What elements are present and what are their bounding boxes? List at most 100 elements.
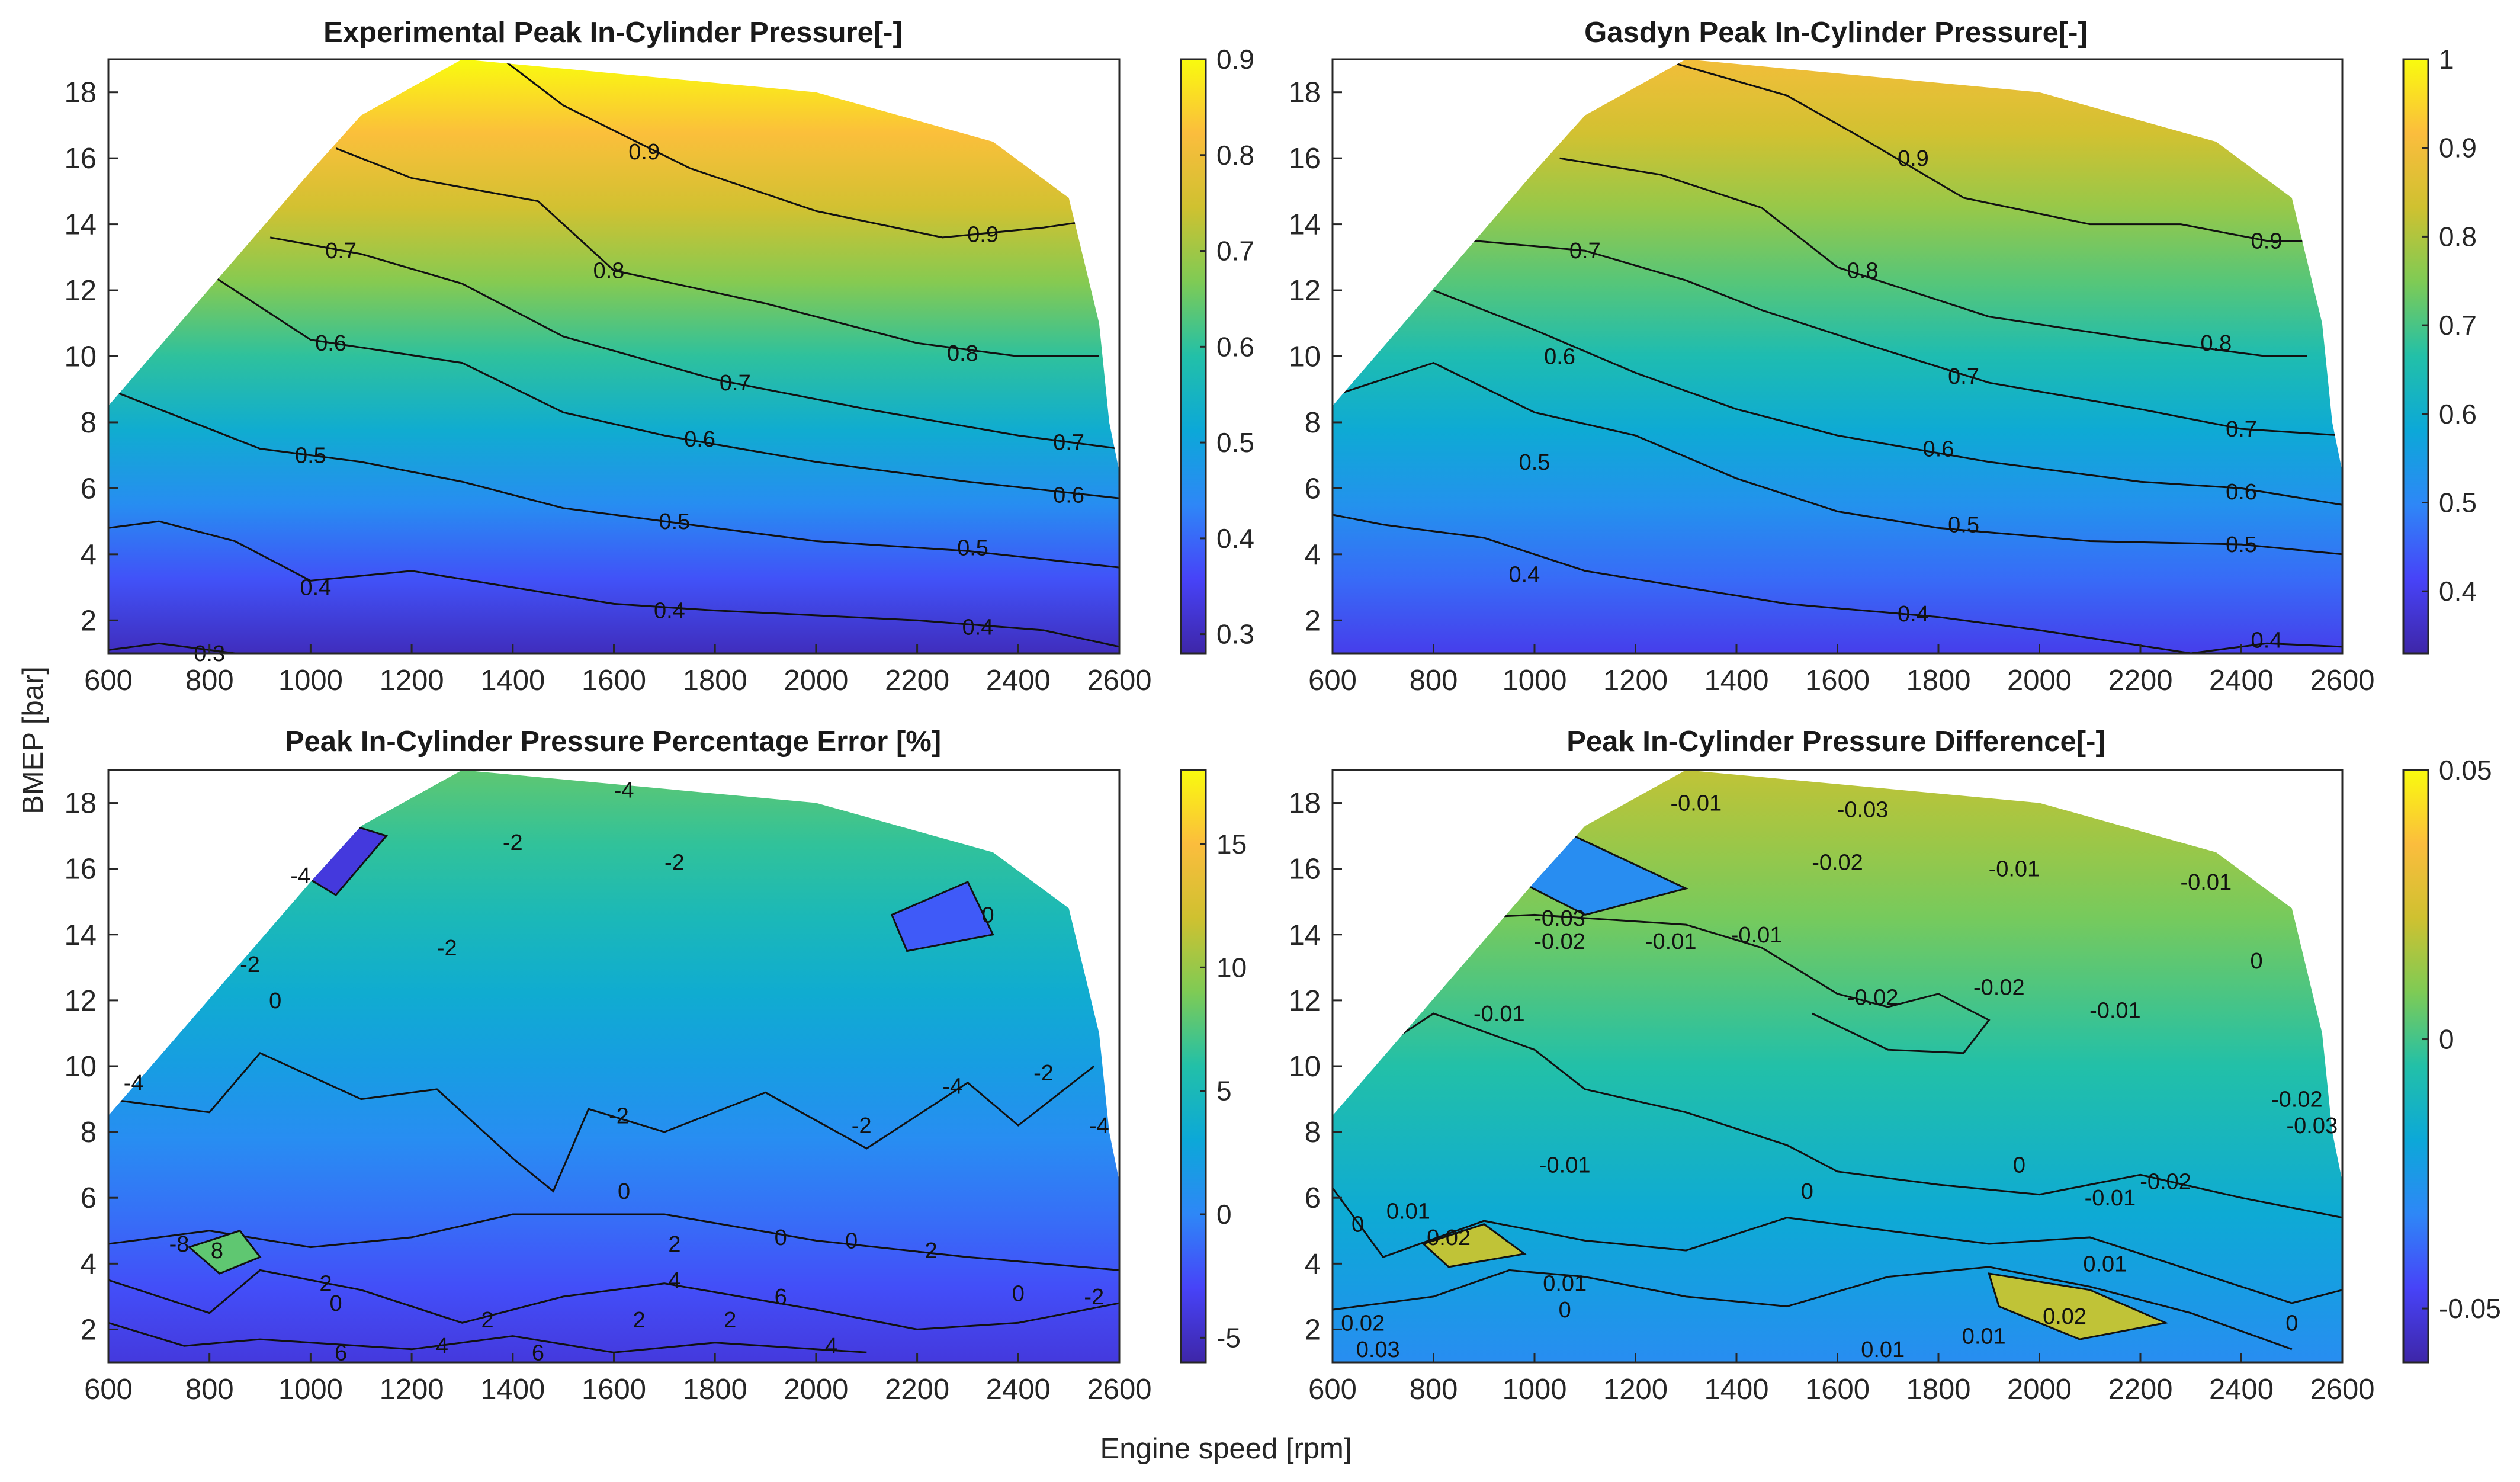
- contour-label: 0.6: [1923, 437, 1954, 462]
- contour-label: -0.02: [2140, 1169, 2191, 1194]
- contour-label: 0: [1559, 1298, 1571, 1323]
- contour-label: 0.02: [1427, 1226, 1471, 1250]
- y-tick-label: 4: [1305, 1248, 1321, 1280]
- y-tick-label: 2: [1305, 605, 1321, 637]
- colorbar-tick-label: 0.5: [1216, 427, 1254, 458]
- contour-label: 0.01: [1386, 1199, 1430, 1224]
- contour-line: [108, 1051, 1095, 1193]
- contour-line: [108, 1321, 867, 1353]
- contour-label: 6: [335, 1340, 347, 1365]
- colorbar: -0.05 0 0.05: [2402, 755, 2501, 1364]
- contour-plot: -0.01 -0.01 -0.01 -0.01 -0.01 -0.01 -0.01 -0.01…: [1331, 769, 2344, 1364]
- contour-label: -2: [609, 1104, 629, 1128]
- x-tick-label: 1000: [278, 1374, 343, 1406]
- contour-label: 0.6: [1544, 345, 1575, 370]
- contour-label: 2: [633, 1308, 646, 1333]
- y-tick-labels: 2 4 6 8 10 12 14 16 18: [64, 77, 118, 637]
- x-tick-label: 1200: [1603, 1374, 1668, 1406]
- contour-label: 0.9: [2251, 229, 2283, 254]
- contour-label: 2: [668, 1232, 680, 1257]
- x-tick-label: 1400: [1704, 1374, 1768, 1406]
- contour-line: [187, 1230, 262, 1275]
- contour-fill: [108, 59, 1119, 653]
- x-tick-label: 1000: [1502, 665, 1566, 697]
- y-tick-label: 12: [1288, 275, 1321, 307]
- x-tick-label: 1400: [1704, 665, 1768, 697]
- y-tick-label: 10: [1288, 1051, 1321, 1083]
- y-tick-label: 6: [81, 1182, 97, 1214]
- colorbar-gradient: [1180, 58, 1207, 655]
- contour-label: 0.7: [1053, 430, 1084, 455]
- x-tick-label: 2600: [2310, 665, 2374, 697]
- shared-xlabel: Engine speed [rpm]: [1100, 1433, 1352, 1465]
- contour-label: -0.03: [1837, 798, 1889, 823]
- contour-label: 0: [330, 1291, 342, 1316]
- x-tick-label: 1800: [1906, 1374, 1970, 1406]
- x-tick-label: 2600: [2310, 1374, 2374, 1406]
- colorbar-tick-label: 0.8: [1216, 140, 1254, 171]
- colorbar-tick-label: 5: [1216, 1076, 1232, 1106]
- contour-label: -0.01: [1539, 1153, 1591, 1178]
- colorbar-tick-label: 0.6: [1216, 331, 1254, 362]
- contour-label: 0.01: [1962, 1324, 2006, 1349]
- y-tick-label: 2: [81, 605, 97, 637]
- contour-label: -0.01: [2085, 1186, 2136, 1211]
- contour-line: [1421, 1223, 1527, 1268]
- contour-line: [269, 236, 1119, 450]
- colorbar-tick-label: 0: [2439, 1024, 2454, 1055]
- colorbar: 0.4 0.5 0.6 0.7 0.8 0.9 1: [2402, 44, 2477, 655]
- contour-line: [108, 520, 1119, 648]
- contour-label: 0.7: [1569, 239, 1601, 264]
- panel-experimental: Experimental Peak In-Cylinder Pressure[-…: [64, 17, 1254, 697]
- y-tick-labels: 2 4 6 8 10 12 14 16 18: [1288, 77, 1342, 637]
- x-tick-label: 2000: [784, 665, 848, 697]
- contour-label: -2: [503, 830, 523, 855]
- x-tick-label: 1400: [480, 1374, 545, 1406]
- x-tick-label: 1000: [1502, 1374, 1566, 1406]
- contour-label: -4: [942, 1074, 962, 1099]
- x-tick-label: 1600: [582, 1374, 646, 1406]
- contour-label: 0.01: [2083, 1252, 2127, 1276]
- contour-label: 0.01: [1861, 1337, 1905, 1362]
- x-tick-label: 600: [84, 1374, 133, 1406]
- y-tick-label: 16: [1288, 854, 1321, 886]
- x-tick-label: 1200: [1603, 665, 1668, 697]
- colorbar-tick-label: 0.9: [2439, 133, 2477, 163]
- contour-label: 0.5: [659, 509, 690, 534]
- y-tick-label: 4: [81, 539, 97, 571]
- colorbar-tick-label: 0.05: [2439, 755, 2492, 785]
- x-tick-label: 2400: [986, 1374, 1051, 1406]
- x-tick-label: 600: [84, 665, 133, 697]
- contour-label: 0.7: [1948, 364, 1979, 389]
- contour-label: -0.02: [1847, 985, 1899, 1010]
- x-tick-label: 2400: [2209, 665, 2274, 697]
- contour-line: [1333, 514, 2342, 653]
- x-tick-label: 1200: [380, 1374, 444, 1406]
- contour-label: 0.02: [2043, 1304, 2086, 1329]
- contour-label: 0.7: [720, 371, 751, 396]
- x-tick-label: 2600: [1087, 1374, 1151, 1406]
- y-tick-label: 4: [1305, 539, 1321, 571]
- contour-label: 0: [2285, 1311, 2298, 1336]
- x-tick-labels: 600 800 1000 1200 1400 1600 1800 2000 2200 2400 26…: [1308, 1353, 2375, 1406]
- contour-label: 0.7: [2226, 417, 2257, 442]
- x-tick-label: 2400: [2209, 1374, 2274, 1406]
- contour-line: [335, 147, 1099, 357]
- contour-label: 0: [2251, 949, 2263, 974]
- x-tick-label: 2600: [1087, 665, 1151, 697]
- contour-label: -0.01: [1474, 1002, 1525, 1027]
- contour-label: 0.5: [295, 444, 326, 469]
- x-tick-labels: 600 800 1000 1200 1400 1600 1800 2000 2200 2400 26…: [1308, 644, 2375, 697]
- y-tick-label: 18: [64, 788, 97, 820]
- panel-title: Experimental Peak In-Cylinder Pressure[-…: [323, 17, 903, 49]
- colorbar-tick-label: 0: [1216, 1199, 1232, 1230]
- contour-line: [1333, 1266, 2293, 1351]
- y-tick-labels: 2 4 6 8 10 12 14 16 18: [64, 788, 118, 1346]
- colorbar-gradient: [1180, 769, 1207, 1364]
- contour-label: 0: [845, 1228, 858, 1253]
- x-tick-label: 2200: [2108, 665, 2172, 697]
- contour-label: -0.02: [1534, 929, 1585, 954]
- y-tick-label: 16: [64, 143, 97, 175]
- x-tick-label: 2000: [784, 1374, 848, 1406]
